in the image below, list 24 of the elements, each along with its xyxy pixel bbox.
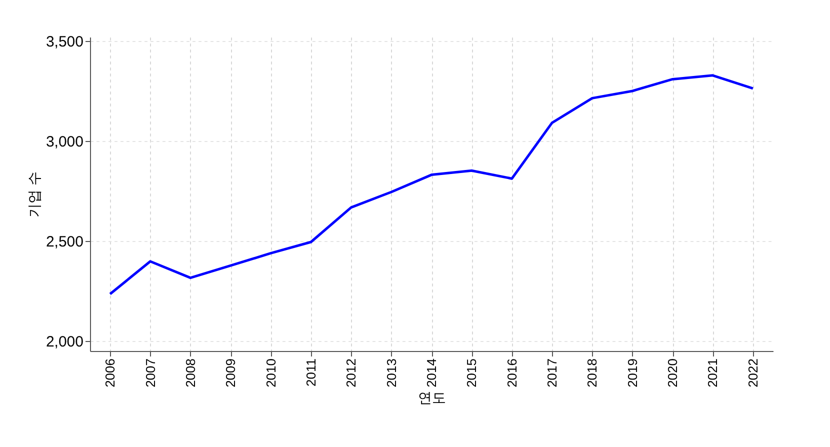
x-axis-title: 연도 <box>418 389 446 406</box>
x-tick-label: 2019 <box>624 358 640 388</box>
x-tick-label: 2015 <box>464 358 480 388</box>
x-tick-label: 2010 <box>263 358 278 388</box>
x-tick-label: 2008 <box>182 358 198 388</box>
x-tick-label: 2018 <box>584 358 600 388</box>
x-tick-label: 2007 <box>142 358 158 388</box>
x-tick-label: 2009 <box>223 358 238 388</box>
x-tick-label: 2014 <box>424 358 439 388</box>
x-tick-label: 2017 <box>544 358 560 388</box>
x-tick-label: 2020 <box>665 358 680 388</box>
y-axis-title: 기업 수 <box>26 172 42 218</box>
x-tick-label: 2013 <box>384 358 399 388</box>
x-tick-label: 2021 <box>705 358 720 388</box>
y-tick-label: 3,500 <box>46 34 84 50</box>
x-tick-label: 2011 <box>303 358 318 386</box>
line-series <box>108 74 754 296</box>
x-tick-label: 2012 <box>344 358 359 388</box>
y-tick-label: 3,000 <box>46 134 84 150</box>
y-tick-label: 2,000 <box>46 334 84 350</box>
y-tick-label: 2,500 <box>46 234 84 250</box>
x-tick-label: 2016 <box>504 358 520 388</box>
x-tick-label: 2006 <box>102 358 118 388</box>
x-tick-label: 2022 <box>745 358 760 388</box>
